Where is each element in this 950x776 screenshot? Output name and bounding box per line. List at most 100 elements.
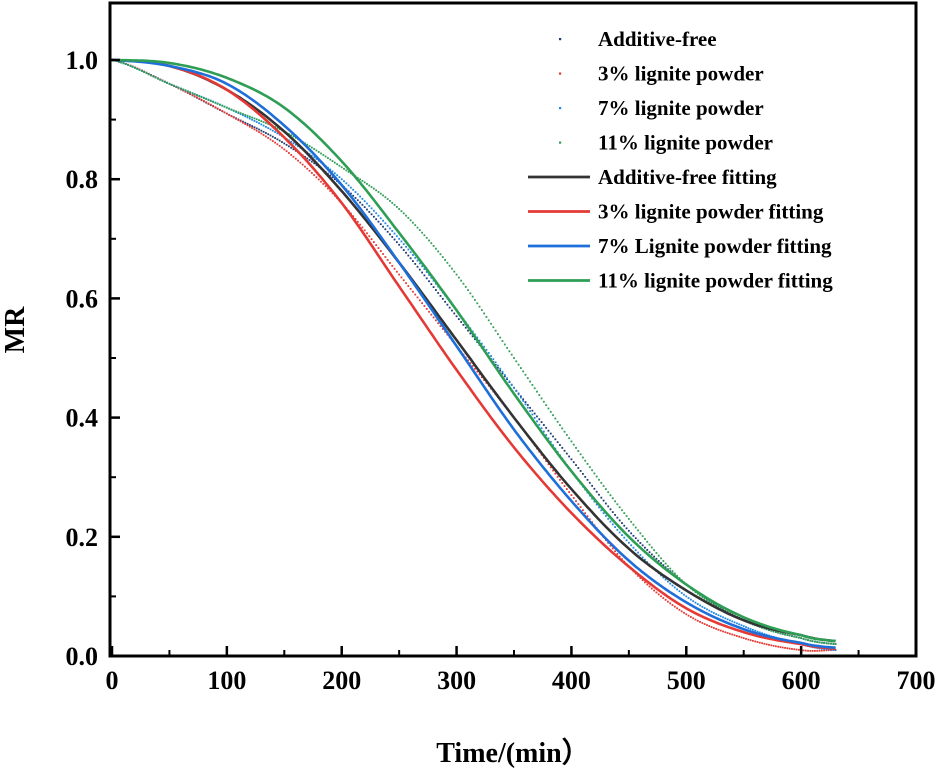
scatter-point [809, 649, 812, 652]
scatter-point [501, 370, 504, 373]
scatter-point [669, 582, 672, 585]
scatter-point [588, 466, 591, 468]
legend-label: 11% lignite powder [598, 131, 773, 155]
scatter-point [455, 273, 458, 276]
scatter-point [444, 330, 446, 333]
scatter-point [372, 241, 375, 244]
scatter-point [290, 153, 293, 156]
scatter-point [425, 277, 428, 280]
scatter-point [269, 134, 272, 137]
scatter-point [735, 622, 738, 625]
scatter-point [595, 490, 598, 493]
scatter-point [405, 251, 407, 254]
scatter-point [644, 546, 646, 549]
scatter-point [304, 155, 306, 158]
scatter-point [398, 237, 401, 240]
scatter-point [834, 649, 837, 651]
scatter-point [409, 219, 412, 222]
scatter-point [143, 71, 146, 73]
scatter-point [421, 271, 424, 274]
scatter-point [350, 186, 352, 189]
scatter-point [274, 137, 276, 139]
scatter-point [131, 65, 134, 68]
scatter-point [260, 123, 263, 126]
scatter-point [637, 551, 639, 554]
scatter-point [428, 280, 430, 283]
scatter-point [402, 212, 405, 215]
scatter-point [350, 192, 352, 195]
scatter-point [604, 515, 607, 517]
scatter-point [630, 520, 633, 523]
scatter-point [483, 345, 486, 348]
scatter-point [322, 183, 325, 185]
scatter-point [120, 61, 123, 64]
scatter-point [265, 122, 267, 124]
scatter-point [625, 527, 628, 530]
scatter-point [228, 114, 231, 116]
scatter-point [375, 212, 378, 215]
scatter-point [722, 616, 724, 619]
scatter-point [386, 259, 389, 261]
scatter-point [667, 600, 669, 603]
scatter-point [533, 416, 536, 419]
scatter-point [598, 506, 600, 509]
scatter-point [582, 509, 584, 512]
scatter-point [494, 361, 497, 364]
scatter-point [611, 511, 614, 514]
scatter-point [474, 367, 476, 370]
scatter-point [430, 283, 433, 286]
scatter-point [607, 541, 610, 544]
scatter-point [248, 115, 251, 118]
scatter-point [609, 520, 612, 523]
scatter-point [696, 592, 699, 595]
scatter-point [717, 628, 720, 631]
scatter-point [733, 634, 736, 637]
scatter-point [400, 240, 403, 243]
scatter-point [251, 125, 254, 128]
scatter-point [469, 362, 472, 365]
scatter-point [692, 600, 695, 603]
scatter-point [641, 579, 644, 582]
scatter-point [609, 544, 612, 547]
scatter-point [706, 599, 708, 602]
scatter-point [777, 631, 780, 634]
scatter-point [267, 123, 270, 125]
scatter-point [255, 129, 258, 132]
scatter-point [600, 496, 603, 499]
scatter-point [542, 424, 545, 426]
scatter-point [336, 163, 339, 166]
legend-marker [559, 38, 562, 41]
scatter-point [781, 646, 784, 649]
scatter-point [611, 523, 614, 526]
scatter-point [375, 218, 378, 221]
x-tick-label: 600 [782, 666, 821, 695]
scatter-point [363, 181, 366, 184]
scatter-point [368, 210, 371, 213]
scatter-point [347, 184, 350, 187]
scatter-point [621, 522, 623, 524]
scatter-point [646, 583, 649, 586]
scatter-point [540, 421, 543, 424]
scatter-point [425, 307, 428, 310]
scatter-point [715, 613, 718, 615]
scatter-point [246, 124, 249, 127]
scatter-point [579, 506, 582, 509]
scatter-point [715, 605, 718, 607]
scatter-point [356, 193, 359, 196]
scatter-point [402, 249, 405, 251]
scatter-point [577, 467, 580, 469]
scatter-point [193, 95, 196, 98]
scatter-point [726, 632, 729, 634]
scatter-point [434, 289, 437, 291]
scatter-point [444, 259, 446, 261]
scatter-point [795, 636, 798, 639]
scatter-point [774, 645, 777, 648]
scatter-point [607, 491, 610, 494]
scatter-point [467, 329, 469, 332]
scatter-point [423, 274, 426, 277]
scatter-point [559, 424, 561, 427]
scatter-point [333, 178, 336, 181]
scatter-point [710, 626, 713, 628]
y-tick-label: 0.2 [66, 523, 99, 552]
scatter-point [664, 566, 667, 569]
